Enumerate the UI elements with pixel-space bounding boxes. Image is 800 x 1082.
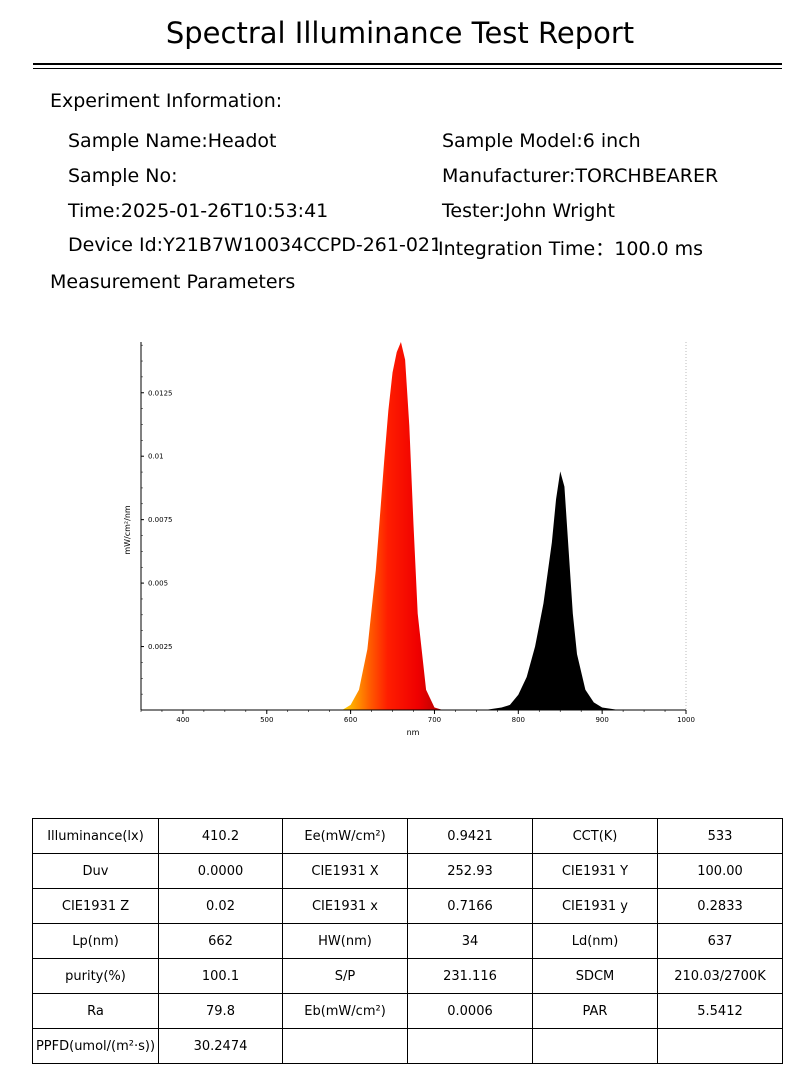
y-tick-label: 0.005 — [148, 580, 168, 588]
param-label: CIE1931 Z — [32, 888, 159, 924]
param-value: 252.93 — [407, 853, 533, 889]
y-tick-label: 0.01 — [148, 453, 164, 461]
report-title: Spectral Illuminance Test Report — [165, 16, 635, 50]
experiment-heading: Experiment Information: — [50, 90, 283, 112]
table-row: CIE1931 Z 0.02 CIE1931 x 0.7166 CIE1931 y 0.2… — [32, 888, 783, 924]
y-axis-label: mW/cm²/nm — [123, 505, 132, 555]
param-label — [282, 1028, 408, 1064]
param-label: CIE1931 X — [282, 853, 408, 889]
x-tick-label: 1000 — [677, 716, 695, 724]
y-tick-label: 0.0075 — [148, 516, 173, 524]
param-value: 0.0006 — [407, 993, 533, 1029]
x-tick-label: 600 — [344, 716, 357, 724]
param-value — [657, 1028, 783, 1064]
param-value: 79.8 — [158, 993, 283, 1029]
param-label — [532, 1028, 658, 1064]
param-label: Eb(mW/cm²) — [282, 993, 408, 1029]
x-tick-label: 800 — [512, 716, 525, 724]
param-label: CCT(K) — [532, 818, 658, 854]
param-value: 0.9421 — [407, 818, 533, 854]
param-value — [407, 1028, 533, 1064]
title-rule-top — [33, 63, 782, 65]
param-value: 0.2833 — [657, 888, 783, 924]
param-value: 0.0000 — [158, 853, 283, 889]
param-value: 30.2474 — [158, 1028, 283, 1064]
y-tick-label: 0.0125 — [148, 389, 173, 397]
param-value: 34 — [407, 923, 533, 959]
param-value: 533 — [657, 818, 783, 854]
param-label: Duv — [32, 853, 159, 889]
series-area-2 — [484, 471, 636, 710]
param-label: Ee(mW/cm²) — [282, 818, 408, 854]
param-value: 662 — [158, 923, 283, 959]
measurement-heading: Measurement Parameters — [50, 271, 296, 293]
parameters-table: Illuminance(lx) 410.2 Ee(mW/cm²) 0.9421 CCT(… — [32, 818, 783, 1064]
manufacturer: Manufacturer:TORCHBEARER — [442, 165, 719, 187]
param-value: 637 — [657, 923, 783, 959]
param-label: Illuminance(lx) — [32, 818, 159, 854]
table-row: Duv 0.0000 CIE1931 X 252.93 CIE1931 Y 100.00 — [32, 853, 783, 889]
spectrum-chart: 400 500 600 700 800 900 1000 0.0025 0.005 0.0075 0… — [123, 342, 695, 737]
param-value: 0.02 — [158, 888, 283, 924]
param-label: Ld(nm) — [532, 923, 658, 959]
table-row: Illuminance(lx) 410.2 Ee(mW/cm²) 0.9421 CCT(… — [32, 818, 783, 854]
param-value: 100.00 — [657, 853, 783, 889]
param-value: 0.7166 — [407, 888, 533, 924]
x-tick-label: 900 — [595, 716, 608, 724]
param-label: Ra — [32, 993, 159, 1029]
y-tick-label: 0.0025 — [148, 643, 173, 651]
series-area-1 — [342, 342, 443, 710]
x-tick-label: 500 — [260, 716, 273, 724]
param-label: S/P — [282, 958, 408, 994]
table-row: Ra 79.8 Eb(mW/cm²) 0.0006 PAR 5.5412 — [32, 993, 783, 1029]
test-time: Time:2025-01-26T10:53:41 — [68, 200, 329, 222]
sample-model: Sample Model:6 inch — [442, 130, 641, 152]
plot-area: 400 500 600 700 800 900 1000 0.0025 0.005 0.0075 0… — [140, 342, 695, 724]
param-value: 410.2 — [158, 818, 283, 854]
table-row: purity(%) 100.1 S/P 231.116 SDCM 210.03/2700K — [32, 958, 783, 994]
table-row: Lp(nm) 662 HW(nm) 34 Ld(nm) 637 — [32, 923, 783, 959]
integration-time: Integration Time：100.0 ms — [438, 234, 704, 261]
device-id: Device Id:Y21B7W10034CCPD-261-0215 — [68, 234, 455, 256]
x-tick-label: 400 — [176, 716, 189, 724]
sample-name: Sample Name:Headot — [68, 130, 277, 152]
param-value: 100.1 — [158, 958, 283, 994]
param-label: SDCM — [532, 958, 658, 994]
param-label: CIE1931 y — [532, 888, 658, 924]
param-label: PAR — [532, 993, 658, 1029]
table-row: PPFD(umol/(m²·s)) 30.2474 — [32, 1028, 783, 1064]
param-label: Lp(nm) — [32, 923, 159, 959]
x-tick-label: 700 — [428, 716, 441, 724]
tester: Tester:John Wright — [442, 200, 615, 222]
param-label: purity(%) — [32, 958, 159, 994]
param-value: 231.116 — [407, 958, 533, 994]
param-label: HW(nm) — [282, 923, 408, 959]
param-value: 210.03/2700K — [657, 958, 783, 994]
param-label: CIE1931 Y — [532, 853, 658, 889]
param-label: CIE1931 x — [282, 888, 408, 924]
param-label: PPFD(umol/(m²·s)) — [32, 1028, 159, 1064]
sample-no: Sample No: — [68, 165, 178, 187]
param-value: 5.5412 — [657, 993, 783, 1029]
title-rule-bottom — [33, 68, 782, 69]
x-axis-label: nm — [407, 728, 420, 737]
